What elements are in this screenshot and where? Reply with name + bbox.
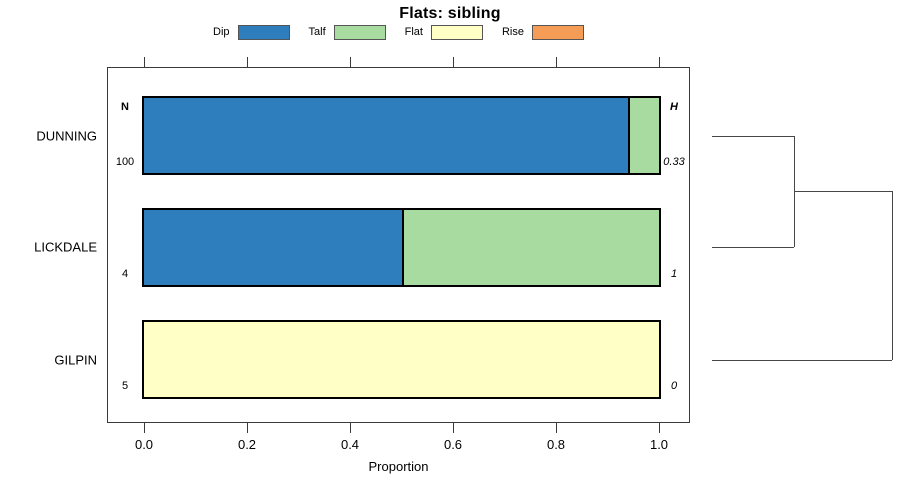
dendro-merge2-vertical <box>892 191 893 360</box>
x-tick-top <box>453 57 454 67</box>
legend: Dip Talf Flat Rise <box>107 22 690 42</box>
x-tick-bottom <box>144 423 145 433</box>
bar-segment-talf <box>628 98 659 173</box>
bar-segment-talf <box>401 209 659 285</box>
h-column-header: H <box>670 101 678 113</box>
chart-title: Flats: sibling <box>399 5 501 22</box>
bar-segment-flat <box>144 322 659 397</box>
h-value-gilpin: 0 <box>670 380 678 392</box>
dendro-branch-leaf3 <box>712 359 892 361</box>
x-tick-top <box>556 57 557 67</box>
dendro-branch-leaf2 <box>712 247 794 248</box>
x-tick-bottom <box>350 423 351 433</box>
x-tick-top <box>350 57 351 67</box>
n-value-dunning: 100 <box>115 156 135 168</box>
n-value-gilpin: 5 <box>121 380 129 392</box>
legend-item-rise: Rise <box>501 24 584 40</box>
legend-label: Dip <box>213 26 230 38</box>
x-tick-label: 1.0 <box>649 437 669 452</box>
x-tick-bottom <box>659 423 660 433</box>
dendro-branch-cluster <box>794 191 892 193</box>
legend-swatch-talf <box>333 24 386 40</box>
x-tick-bottom <box>247 423 248 433</box>
x-tick-label: 0.6 <box>443 437 463 452</box>
legend-item-talf: Talf <box>308 24 386 40</box>
x-tick-top <box>144 57 145 67</box>
legend-label: Flat <box>404 26 423 38</box>
category-label-lickdale: LICKDALE <box>34 239 97 255</box>
x-tick-label: 0.2 <box>237 437 257 452</box>
x-tick-top <box>247 57 248 67</box>
x-tick-label: 0.4 <box>340 437 360 452</box>
bar-segment-dip <box>144 209 402 285</box>
bar-segment-dip <box>144 98 629 173</box>
legend-item-dip: Dip <box>213 24 290 40</box>
h-value-dunning: 0.33 <box>663 156 685 168</box>
bar-dunning <box>142 96 661 175</box>
h-value-lickdale: 1 <box>670 267 678 280</box>
legend-label: Rise <box>501 26 524 38</box>
legend-label: Talf <box>308 26 326 38</box>
bar-gilpin <box>142 320 661 399</box>
legend-swatch-dip <box>237 24 290 40</box>
legend-swatch-rise <box>532 24 584 40</box>
x-tick-label: 0.0 <box>134 437 154 452</box>
legend-swatch-flat <box>430 24 483 40</box>
plot-area <box>107 67 690 423</box>
x-tick-bottom <box>556 423 557 433</box>
n-column-header: N <box>121 101 129 113</box>
n-value-lickdale: 4 <box>121 267 129 280</box>
x-tick-top <box>659 57 660 67</box>
dendro-branch-leaf1 <box>712 135 794 137</box>
x-axis-label: Proportion <box>368 459 429 474</box>
bar-lickdale <box>142 207 661 287</box>
legend-item-flat: Flat <box>404 24 483 40</box>
category-label-dunning: DUNNING <box>36 128 97 143</box>
x-tick-bottom <box>453 423 454 433</box>
x-tick-label: 0.8 <box>546 437 566 452</box>
category-label-gilpin: GILPIN <box>54 352 97 367</box>
